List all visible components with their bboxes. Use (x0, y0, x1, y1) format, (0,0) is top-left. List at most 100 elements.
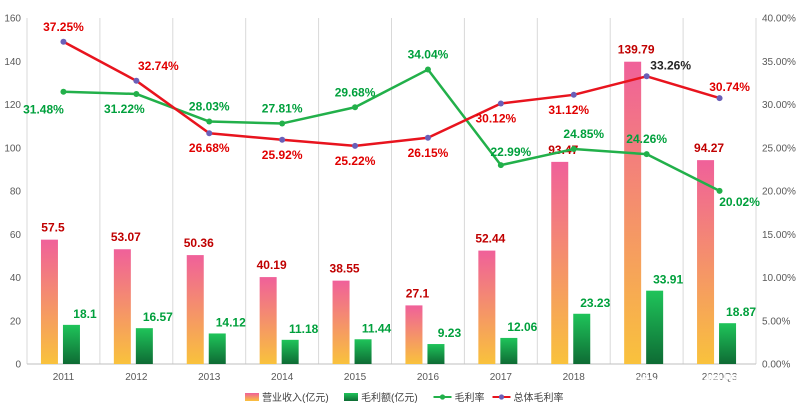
line-data-label: 26.15% (408, 146, 449, 160)
bar-gross-profit (719, 323, 737, 364)
bar-gross-profit (135, 328, 153, 364)
line-marker (424, 66, 431, 73)
line-marker (643, 73, 650, 80)
legend: 营业收入(亿元) 毛利额(亿元) 毛利率 总体毛利率 (245, 391, 564, 404)
line-marker (279, 136, 286, 143)
line-data-label: 26.68% (189, 141, 230, 155)
line-data-label: 27.81% (262, 101, 303, 115)
y-left-tick-label: 0 (15, 360, 21, 371)
line-data-label: 37.25% (43, 20, 84, 34)
legend-swatch (344, 393, 358, 401)
series-line-overall-gross-margin (62, 40, 720, 148)
bar-gross-profit (281, 339, 299, 364)
line-data-label: 20.02% (719, 195, 760, 209)
legend-swatch (245, 393, 259, 401)
legend-label: 营业收入(亿元) (262, 391, 329, 404)
y-left-tick-label: 120 (4, 100, 21, 111)
y-right-tick-label: 30.00% (762, 100, 796, 111)
y-right-tick-label: 0.00% (762, 360, 790, 371)
bar-gross-profit (427, 344, 445, 364)
y-left-tick-label: 40 (10, 273, 22, 284)
watermark-logo-icon (586, 371, 610, 395)
bar-revenue (332, 280, 350, 364)
bar-revenue (624, 61, 642, 364)
bar-data-label: 23.23 (580, 296, 610, 310)
bar-data-label: 53.07 (111, 230, 141, 244)
line-marker (352, 104, 359, 111)
line-data-label: 29.68% (335, 85, 376, 99)
x-tick-label: 2017 (490, 372, 513, 383)
y-right-tick-label: 5.00% (762, 316, 790, 327)
line-marker (133, 90, 140, 97)
legend-label: 毛利额(亿元) (361, 391, 418, 404)
y-right-tick-label: 20.00% (762, 187, 796, 198)
line-marker (716, 95, 723, 102)
watermark: 雪球：撒大提提 (586, 371, 741, 395)
x-tick-label: 2012 (125, 372, 148, 383)
bar-gross-profit (208, 333, 226, 364)
y-left-tick-label: 140 (4, 57, 21, 68)
bar-revenue (186, 255, 204, 364)
bar-data-label: 50.36 (184, 236, 214, 250)
y-right-tick-label: 40.00% (762, 14, 796, 25)
bar-data-label: 52.44 (475, 232, 505, 246)
x-tick-label: 2016 (417, 372, 440, 383)
y-left-tick-label: 20 (10, 316, 22, 327)
line-marker (716, 187, 723, 194)
bar-revenue (113, 249, 131, 364)
legend-swatch-marker (439, 394, 446, 400)
bar-data-label: 9.23 (438, 326, 462, 340)
bar-gross-profit (500, 337, 518, 364)
x-tick-label: 2019 (636, 372, 659, 383)
bar-data-label: 33.91 (653, 273, 683, 287)
line-marker (424, 134, 431, 141)
bar-revenue (259, 277, 277, 364)
x-tick-label: 2020Q3 (702, 372, 738, 383)
bar-data-label: 12.06 (507, 320, 537, 334)
x-tick-label: 2015 (344, 372, 367, 383)
bar-data-label: 11.44 (362, 321, 392, 335)
line-data-label: 25.22% (335, 154, 376, 168)
y-left-tick-label: 80 (10, 187, 22, 198)
bar-data-label: 11.18 (289, 322, 319, 336)
line-marker (497, 162, 504, 169)
y-left-tick-label: 60 (10, 230, 22, 241)
line-marker (570, 146, 577, 153)
x-tick-label: 2014 (271, 372, 294, 383)
line-marker (570, 91, 577, 98)
legend-label: 总体毛利率 (514, 391, 564, 404)
line-marker (60, 38, 67, 45)
line-marker (206, 118, 213, 125)
y-left-tick-label: 160 (4, 14, 21, 25)
y-right-tick-label: 10.00% (762, 273, 796, 284)
bar-data-label: 14.12 (216, 315, 246, 329)
bar-data-label: 27.1 (406, 286, 430, 300)
line-data-label: 24.26% (626, 132, 667, 146)
line-data-label: 34.04% (408, 48, 449, 62)
line-data-label: 25.92% (262, 148, 303, 162)
bar-data-label: 18.1 (73, 307, 97, 321)
bar-data-label: 94.27 (694, 141, 724, 155)
bar-data-label: 40.19 (257, 258, 287, 272)
y-right-tick-label: 35.00% (762, 57, 796, 68)
line-marker (206, 130, 213, 137)
line-marker (279, 120, 286, 127)
line-data-label: 24.85% (563, 127, 604, 141)
bar-revenue (405, 305, 423, 364)
x-tick-label: 2011 (53, 372, 75, 383)
bar-data-label: 57.5 (41, 221, 65, 235)
bar-revenue (40, 239, 58, 364)
bar-data-label: 139.79 (618, 43, 655, 57)
watermark-text: 雪球：撒大提提 (614, 373, 741, 394)
bar-revenue (478, 250, 496, 364)
bar-data-label: 16.57 (143, 310, 173, 324)
line-data-label: 30.74% (709, 80, 750, 94)
y-right-tick-label: 25.00% (762, 143, 796, 154)
line-data-label: 31.48% (23, 103, 64, 117)
bar-revenue (697, 160, 715, 364)
x-tick-label: 2013 (198, 372, 221, 383)
x-tick-label: 2018 (563, 372, 586, 383)
line-data-label: 33.26% (650, 58, 691, 72)
